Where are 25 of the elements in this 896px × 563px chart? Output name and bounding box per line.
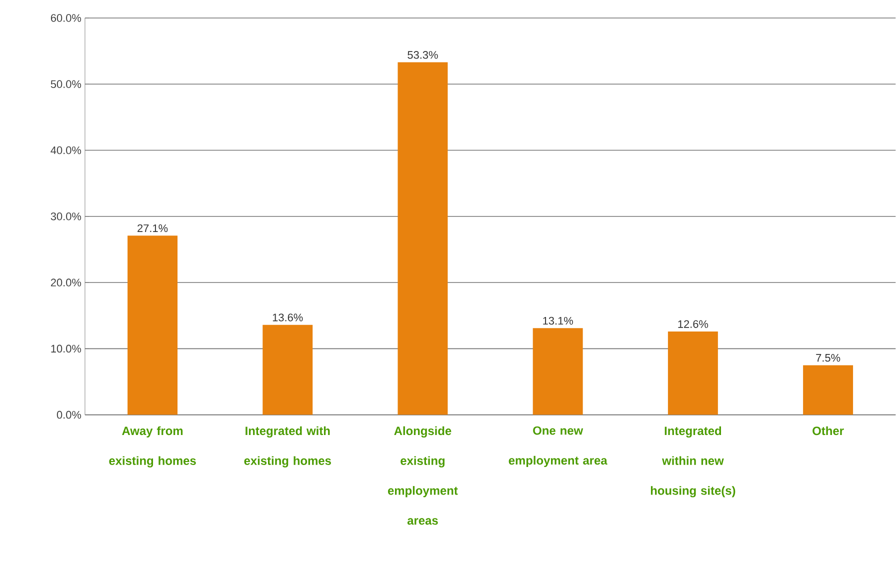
- category-label: Integrated with existing homes: [244, 426, 331, 468]
- y-tick-label: 50.0%: [50, 80, 82, 88]
- y-tick-label: 30.0%: [50, 212, 82, 220]
- category-label: Integrated within new housing site(s): [650, 426, 736, 498]
- bar: [128, 236, 178, 415]
- data-label: 27.1%: [138, 224, 168, 232]
- category-label: Away from existing homes: [109, 426, 196, 468]
- data-label: 12.6%: [678, 320, 708, 328]
- y-tick-label: 0.0%: [56, 411, 82, 419]
- bar: [262, 324, 313, 415]
- y-tick-label: 20.0%: [50, 278, 82, 287]
- bar: [532, 328, 583, 415]
- category-label: Alongside existing employment areas: [388, 426, 458, 525]
- x-tick-label: Other: [812, 426, 844, 436]
- bar: [803, 365, 854, 415]
- bar: [668, 332, 718, 415]
- y-tick-label: 60.0%: [50, 14, 82, 22]
- data-label: 13.6%: [272, 314, 303, 322]
- y-tick-label: 10.0%: [51, 344, 82, 353]
- data-label: 53.3%: [408, 51, 438, 59]
- category-label: One new employment area: [508, 426, 608, 468]
- y-tick-label: 40.0%: [50, 146, 82, 154]
- bar: [398, 62, 448, 415]
- data-label: 7.5%: [816, 354, 840, 362]
- data-label: 13.1%: [543, 317, 573, 325]
